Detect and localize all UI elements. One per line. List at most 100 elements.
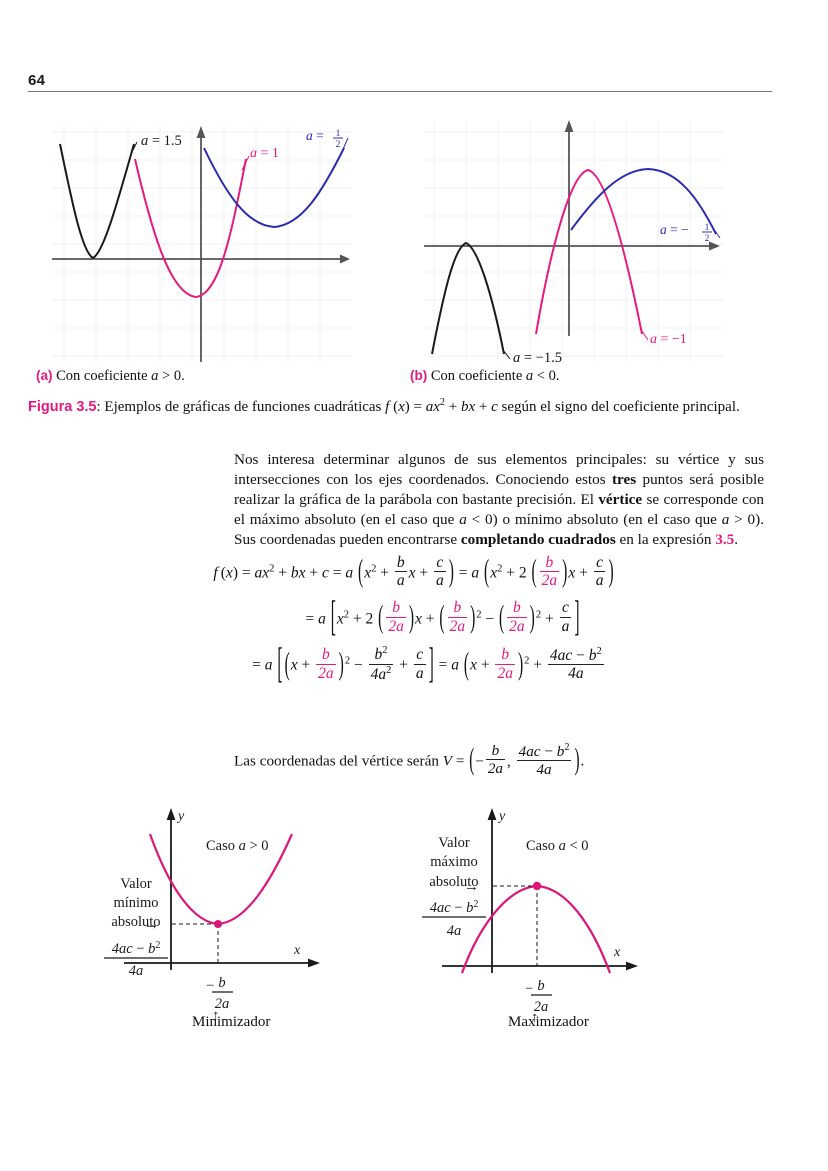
subcaption-b: (b) Con coeficiente a < 0. xyxy=(410,368,559,385)
x-axis-arrow xyxy=(308,958,320,968)
svg-text:b: b xyxy=(218,975,225,991)
figure-panel-b: a = −1.5 a = −1 a = − 1 2 xyxy=(424,112,724,362)
header-divider xyxy=(28,91,772,92)
par-seg-1: Nos interesa determinar algunos de sus e… xyxy=(234,451,764,488)
value-arrow-icon: → xyxy=(144,917,159,933)
axes xyxy=(124,808,320,970)
page-number: 64 xyxy=(28,72,46,89)
subcaption-a-tag: (a) xyxy=(36,368,53,383)
subcaption-a-text-after: > 0. xyxy=(158,368,185,384)
svg-text:b: b xyxy=(537,978,544,994)
value-fraction: 4ac − b2 4a xyxy=(422,899,486,939)
subcaption-b-var: a xyxy=(525,368,534,384)
figure-panel-a: a = 1.5 a = 1 a = 1 2 xyxy=(52,112,352,362)
svg-text:mínimo: mínimo xyxy=(113,895,158,911)
figure-caption-text-2: según el signo del coeficiente principal… xyxy=(497,399,740,415)
value-arrow-icon: → xyxy=(464,879,479,895)
body-paragraph: Nos interesa determinar algunos de sus e… xyxy=(234,450,764,550)
svg-text:Valor: Valor xyxy=(438,835,470,851)
y-axis-label: y xyxy=(497,809,506,824)
x-axis-label: x xyxy=(293,943,301,958)
curve-label-a-neg1.5: a = −1.5 xyxy=(513,350,562,362)
subcaption-b-tag: (b) xyxy=(410,368,428,383)
svg-text:1: 1 xyxy=(336,129,341,139)
curve-label-a-half: a = 1 2 xyxy=(306,128,343,150)
y-axis-arrow xyxy=(166,808,176,820)
par-bold-vertice: vértice xyxy=(598,491,643,508)
vertex-coordinates: (− b 2a, 4ac − b2 4a) xyxy=(469,741,580,778)
minimizer-arrow-icon: ↑ xyxy=(212,1008,220,1024)
x-axis-arrow xyxy=(709,241,720,251)
axes xyxy=(52,126,350,362)
figure-subcaptions: (a) Con coeficiente a > 0. (b) Con coefi… xyxy=(0,368,828,390)
x-axis-label: x xyxy=(613,945,621,960)
curve-label-a-neg1: a = −1 xyxy=(650,332,687,347)
parabola-curve xyxy=(460,884,612,974)
value-label: Valor máximo absoluto xyxy=(429,835,478,890)
maximizer-plot: y x → ↑ Caso a < 0 Valor máximo absoluto… xyxy=(422,808,638,1026)
par-seg-5: ). Sus coordenadas pueden encontrarse xyxy=(234,511,764,548)
svg-text:absoluto: absoluto xyxy=(111,914,160,930)
value-fraction: 4ac − b2 4a xyxy=(104,940,168,979)
svg-text:4a: 4a xyxy=(129,963,144,979)
svg-text:a =: a = xyxy=(306,128,324,143)
figure-caption-formula: f (x) = ax2 + bx + c xyxy=(385,397,498,415)
par-ref-3-5: 3.5 xyxy=(715,531,735,548)
svg-text:4a: 4a xyxy=(447,923,462,939)
axes xyxy=(442,808,638,973)
minimizer-diagram: y x → ↑ Caso a > 0 Valor mínimo absoluto… xyxy=(96,798,346,1043)
x-axis-arrow xyxy=(626,961,638,971)
vertex-period: . xyxy=(580,752,585,770)
y-axis-arrow xyxy=(564,120,574,132)
value-label: Valor mínimo absoluto xyxy=(111,876,160,930)
y-axis-arrow xyxy=(487,808,497,820)
curve-a-neg1 xyxy=(535,168,643,335)
derivation-line-2: = a [x2 + 2 (b 2a)x + (b 2a)2 − (b 2a)2 + c… xyxy=(305,594,580,641)
svg-text:−: − xyxy=(206,978,214,994)
y-axis-arrow xyxy=(196,126,206,138)
page-header: 64 xyxy=(28,72,772,92)
vertex-guides xyxy=(172,923,219,963)
panel-a-plot: a = 1.5 a = 1 a = 1 2 xyxy=(52,124,352,362)
curve-a-half xyxy=(203,147,345,229)
curve-label-a-1: a = 1 xyxy=(250,146,279,161)
par-seg-4: ) o mínimo absoluto (en el caso que xyxy=(492,511,722,528)
svg-text:−: − xyxy=(525,981,533,997)
subcaption-b-text-after: < 0. xyxy=(533,368,560,384)
figure-caption-sep: : xyxy=(96,399,105,415)
vertex-symbol: V xyxy=(442,752,453,770)
par-bold-tres: tres xyxy=(611,471,637,488)
maximizer-caption: Maximizador xyxy=(508,1014,589,1030)
svg-text:4ac − b2: 4ac − b2 xyxy=(112,940,161,957)
figure-caption-tag: Figura 3.5 xyxy=(28,399,97,415)
vertex-equals: = xyxy=(452,752,469,770)
svg-text:Valor: Valor xyxy=(120,876,152,892)
par-bold-completando: completando cuadrados xyxy=(460,531,616,548)
minimizer-caption: Minimizador xyxy=(192,1014,271,1030)
svg-text:a = −: a = − xyxy=(660,222,689,237)
svg-text:2a: 2a xyxy=(215,996,230,1012)
vertex-x-label: − b 2a xyxy=(525,978,552,1015)
figure-3-5-row: a = 1.5 a = 1 a = 1 2 xyxy=(0,112,828,372)
curve-label-a-1.5: a = 1.5 xyxy=(141,133,182,149)
vertex-x-label: − b 2a xyxy=(206,975,233,1012)
panel-a-leader-lines xyxy=(130,137,349,171)
axes xyxy=(424,120,720,336)
curve-label-a-neg-half: a = − 1 2 xyxy=(660,222,712,244)
par-seg-2: puntos será posible realizar la gráfica … xyxy=(234,471,764,508)
svg-text:2a: 2a xyxy=(534,999,549,1015)
y-axis-label: y xyxy=(176,809,185,824)
grid-lines xyxy=(424,120,724,362)
par-math-a-lt-0: a < 0 xyxy=(459,511,493,528)
curve-a-1 xyxy=(134,158,247,299)
par-seg-6: en la expresión xyxy=(615,531,716,548)
subcaption-a-var: a xyxy=(151,368,159,384)
vertex-point xyxy=(214,920,222,928)
panel-b-plot: a = −1.5 a = −1 a = − 1 2 xyxy=(424,120,724,362)
vertex-point xyxy=(532,881,542,891)
x-axis-arrow xyxy=(340,254,350,264)
par-seg-3: se corresponde con el máximo absoluto (e… xyxy=(234,491,765,528)
derivation-line-3: = a [(x + b 2a)2 − b2 4a2 + c a] = a (x + b… xyxy=(252,641,604,688)
figure-caption: Figura 3.5: Ejemplos de gráficas de func… xyxy=(28,396,798,418)
